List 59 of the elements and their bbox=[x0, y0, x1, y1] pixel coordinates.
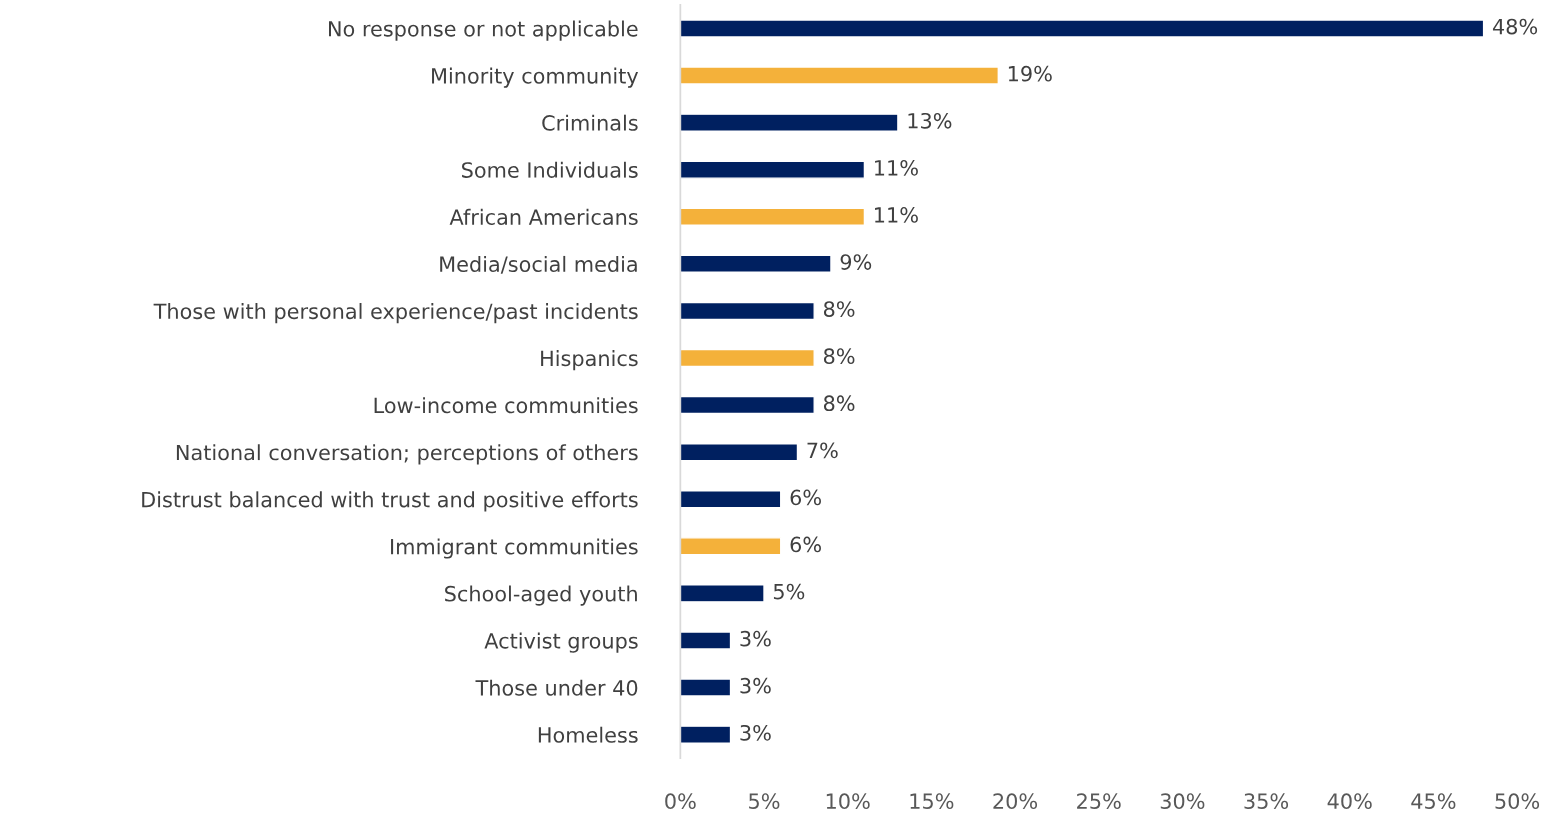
x-tick-label: 35% bbox=[1244, 793, 1289, 810]
data-label: 8% bbox=[823, 301, 855, 317]
y-tick-label: Hispanics bbox=[541, 350, 638, 371]
bar bbox=[680, 301, 815, 321]
data-label: 13% bbox=[908, 112, 952, 129]
y-tick-label: Homeless bbox=[538, 726, 638, 743]
x-tick-label: 5% bbox=[749, 793, 780, 810]
data-label: 8% bbox=[823, 348, 855, 365]
data-label: 6% bbox=[790, 536, 821, 553]
y-tick-label: Activist groups bbox=[484, 632, 638, 653]
x-tick-label: 25% bbox=[1077, 793, 1121, 810]
data-label: 5% bbox=[773, 583, 805, 600]
data-label: 9% bbox=[840, 254, 872, 270]
bar bbox=[680, 490, 782, 509]
bar bbox=[680, 678, 732, 697]
bar bbox=[680, 66, 999, 85]
data-label: 3% bbox=[740, 630, 771, 647]
x-tick-label: 45% bbox=[1411, 793, 1456, 810]
bar bbox=[680, 254, 832, 274]
x-tick-label: 40% bbox=[1327, 793, 1372, 810]
bar bbox=[680, 19, 1485, 38]
data-label: 48% bbox=[1492, 18, 1538, 35]
y-tick-label: Low-income communities bbox=[374, 397, 638, 414]
bar bbox=[680, 395, 815, 415]
bar bbox=[680, 442, 799, 462]
y-tick-label: Some Individuals bbox=[462, 161, 638, 178]
y-tick-label: Those under 40 bbox=[475, 679, 638, 696]
data-label: 3% bbox=[740, 724, 771, 741]
y-tick-label: Criminals bbox=[542, 114, 638, 131]
data-label: 3% bbox=[740, 677, 771, 694]
x-tick-label: 20% bbox=[993, 793, 1038, 810]
y-tick-label: Those with personal experience/past incidents bbox=[153, 303, 638, 324]
bar bbox=[680, 160, 866, 179]
data-label: 8% bbox=[823, 395, 855, 412]
x-tick-label: 30% bbox=[1160, 793, 1205, 810]
y-tick-label: Distrust balanced with trust and positive efforts bbox=[142, 491, 638, 512]
bar bbox=[680, 631, 732, 650]
x-tick-label: 50% bbox=[1495, 793, 1540, 810]
x-tick-label: 15% bbox=[910, 793, 954, 810]
data-label: 11% bbox=[875, 207, 918, 223]
x-tick-label: 10% bbox=[826, 793, 870, 810]
bar bbox=[680, 725, 732, 744]
data-label: 11% bbox=[875, 159, 918, 176]
x-tick-label: 0% bbox=[665, 793, 696, 810]
y-tick-label: Minority community bbox=[432, 67, 639, 88]
bar bbox=[680, 207, 866, 226]
y-tick-label: Immigrant communities bbox=[391, 538, 638, 559]
data-label: 6% bbox=[790, 489, 821, 506]
bar bbox=[680, 348, 815, 368]
bar bbox=[680, 537, 782, 556]
data-label: 7% bbox=[807, 442, 838, 459]
y-tick-label: African Americans bbox=[449, 208, 638, 225]
data-label: 19% bbox=[1008, 65, 1052, 82]
y-tick-label: National conversation; perceptions of others bbox=[176, 444, 638, 465]
y-tick-label: School-aged youth bbox=[445, 585, 637, 606]
bar bbox=[680, 113, 899, 132]
y-tick-label: No response or not applicable bbox=[329, 20, 638, 41]
y-tick-label: Media/social media bbox=[440, 255, 637, 274]
bar bbox=[680, 584, 765, 603]
